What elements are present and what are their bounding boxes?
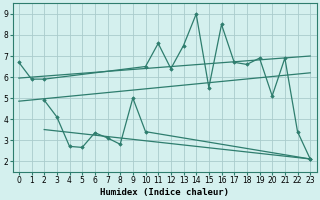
X-axis label: Humidex (Indice chaleur): Humidex (Indice chaleur) (100, 188, 229, 197)
